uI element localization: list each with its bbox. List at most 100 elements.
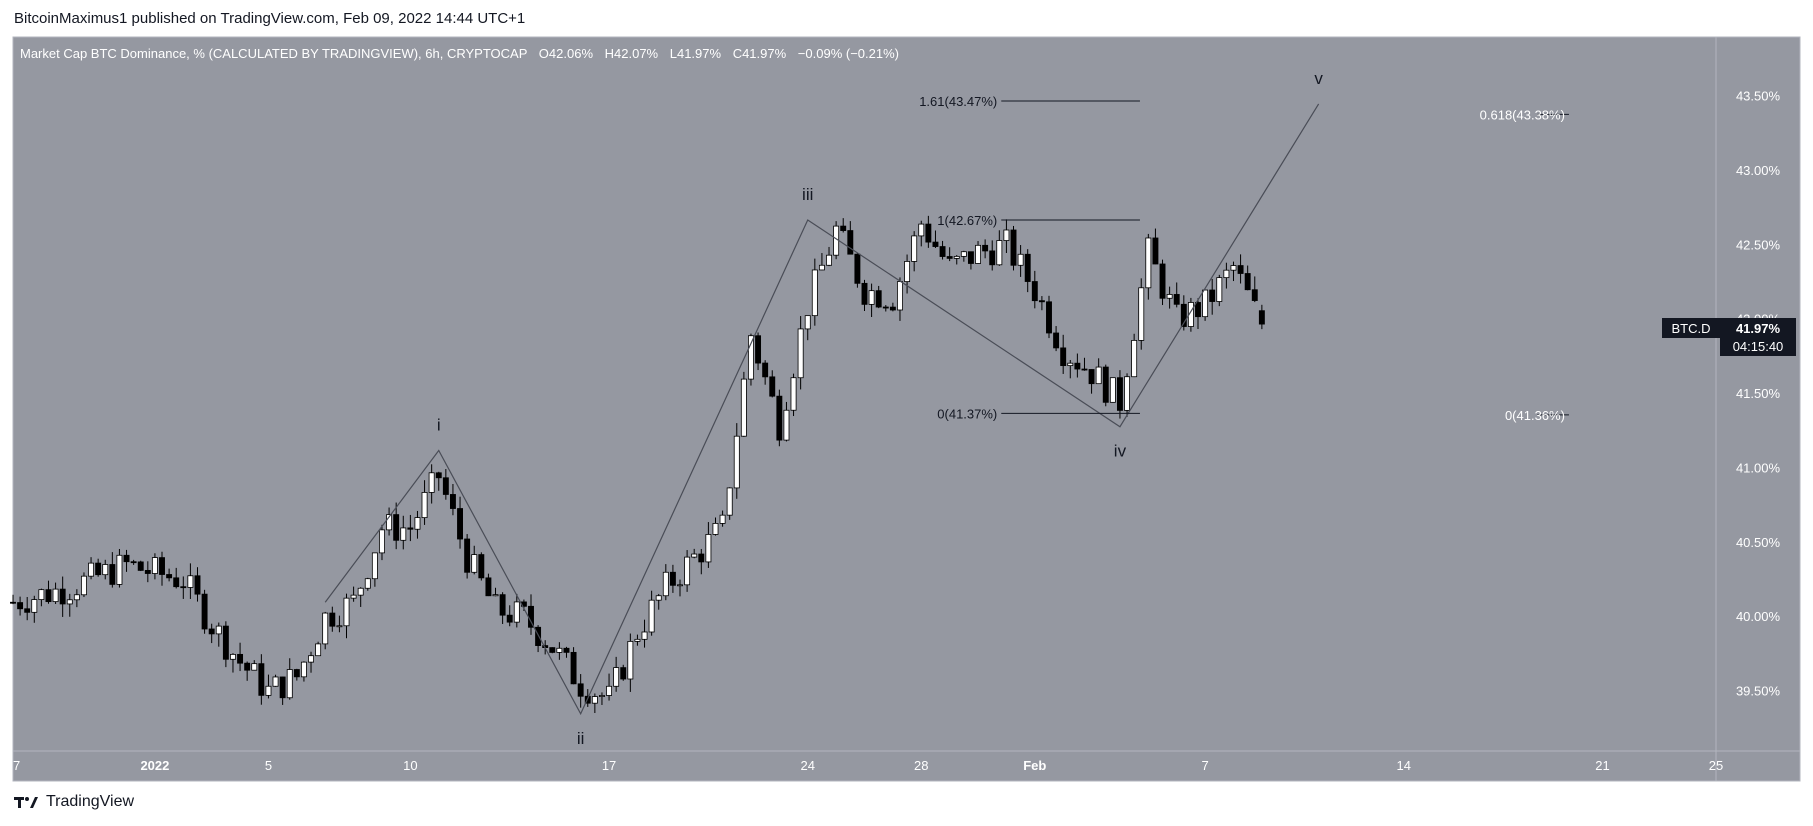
candle-up [740, 378, 747, 437]
footer-brand[interactable]: TradingView [46, 793, 135, 810]
candle-up [818, 264, 825, 271]
candle-down [840, 225, 847, 231]
candle-down [442, 477, 449, 495]
candle-up [684, 556, 691, 586]
candle-down [159, 557, 165, 575]
candle-down [1180, 303, 1187, 327]
x-tick-label: 27 [6, 758, 20, 773]
wave-label-iii: iii [802, 185, 813, 204]
legend-low-label: L [670, 46, 677, 61]
candle-up [996, 240, 1003, 266]
plot-area[interactable] [12, 36, 1717, 752]
candle-up [691, 553, 698, 558]
candle-up [428, 472, 435, 493]
candle-up [31, 599, 38, 613]
y-tick-label: 39.50% [1736, 684, 1781, 699]
candle-up [414, 517, 421, 530]
candle-down [769, 376, 776, 397]
candle-up [286, 669, 293, 699]
candle-up [1095, 366, 1102, 385]
candle-down [847, 230, 854, 255]
candle-down [875, 290, 882, 308]
candle-down [755, 335, 762, 364]
candle-up [662, 571, 669, 597]
candle-up [1138, 287, 1145, 341]
candle-down [1060, 347, 1067, 367]
candle-up [897, 281, 903, 311]
y-tick-label: 43.00% [1736, 163, 1781, 178]
candle-down [1010, 229, 1017, 266]
candle-up [73, 594, 80, 601]
candle-up [634, 638, 641, 642]
candle-down [1024, 253, 1031, 282]
candle-up [648, 599, 655, 633]
candle-down [932, 241, 939, 247]
candle-down [570, 651, 577, 685]
candle-up [300, 661, 307, 678]
candle-down [1237, 265, 1244, 274]
candle-down [1038, 300, 1045, 303]
candle-up [705, 534, 712, 563]
x-axis-ticks: 27 2022 5 10 17 24 28 Feb 7 14 21 25 [6, 758, 1723, 773]
candle-down [549, 647, 556, 653]
candle-up [598, 695, 605, 697]
x-tick-label: 2022 [140, 758, 169, 773]
candle-up [677, 584, 683, 587]
footer: TradingView [14, 793, 134, 811]
legend-low-value: 41.97% [677, 46, 722, 61]
candle-up [1109, 377, 1116, 403]
y-tick-label: 40.00% [1736, 609, 1781, 624]
candle-up [371, 552, 378, 580]
fib-label: 1.61(43.47%) [919, 94, 997, 109]
x-axis-panel[interactable] [12, 750, 1717, 782]
candle-down [180, 586, 187, 589]
candle-down [130, 561, 137, 564]
candle-down [698, 553, 705, 563]
x-tick-label: 24 [800, 758, 814, 773]
candle-down [435, 472, 442, 479]
candle-up [251, 663, 258, 671]
candle-up [315, 643, 322, 657]
candle-down [1116, 377, 1123, 411]
candle-up [804, 315, 811, 330]
candle-down [861, 282, 868, 305]
x-tick-label: Feb [1023, 758, 1046, 773]
candle-down [10, 601, 16, 604]
candle-up [613, 667, 620, 687]
fib-label: 0(41.36%) [1505, 408, 1565, 423]
candle-up [918, 223, 925, 237]
y-tick-label: 43.50% [1736, 89, 1781, 104]
wave-label-iv: iv [1114, 442, 1127, 461]
y-axis-panel[interactable] [1715, 36, 1801, 752]
candle-down [1173, 294, 1180, 305]
candle-down [478, 554, 485, 579]
candle-up [187, 575, 194, 588]
candle-up [357, 587, 364, 596]
candle-up [953, 255, 960, 259]
candle-down [237, 653, 244, 664]
candle-up [265, 685, 272, 696]
candle-down [279, 676, 286, 699]
price-tag: BTC.D 41.97% 04:15:40 [1662, 318, 1796, 356]
candle-down [329, 612, 336, 627]
candle-up [1124, 376, 1131, 411]
x-tick-label: 17 [602, 758, 616, 773]
candle-up [868, 290, 875, 305]
candle-down [669, 571, 676, 586]
candle-up [1017, 253, 1024, 266]
candle-down [45, 589, 52, 603]
candle-up [343, 597, 350, 627]
candle-down [123, 554, 130, 563]
candle-down [24, 608, 31, 613]
candle-down [967, 251, 974, 264]
candle-down [109, 564, 116, 585]
candle-up [975, 244, 981, 264]
candle-down [95, 562, 102, 576]
candle-up [606, 685, 613, 696]
candle-up [492, 594, 499, 597]
candle-up [811, 269, 818, 317]
candle-down [882, 306, 889, 309]
candle-down [776, 395, 783, 441]
